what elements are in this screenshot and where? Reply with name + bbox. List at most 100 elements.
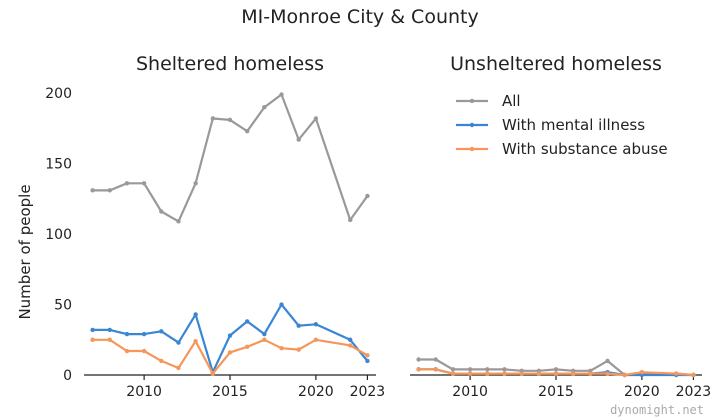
y-axis-label: Number of people [16, 184, 34, 319]
data-point [348, 217, 353, 223]
data-point [210, 116, 216, 121]
data-point [90, 188, 95, 193]
data-point [210, 371, 216, 376]
y-tick-label: 150 [45, 157, 72, 173]
data-point [159, 209, 164, 214]
panel-title: Unsheltered homeless [450, 53, 662, 75]
data-point [193, 312, 198, 317]
data-point [467, 371, 473, 376]
data-point [313, 337, 319, 342]
figure-title: MI-Monroe City & County [241, 6, 478, 28]
data-point [502, 371, 507, 376]
series-line-with-substance-abuse [92, 338, 368, 375]
data-point [107, 337, 112, 342]
data-point [279, 346, 284, 351]
data-point [227, 117, 233, 123]
data-point [124, 331, 130, 337]
data-point [348, 337, 353, 342]
data-point [124, 348, 130, 354]
data-point [588, 371, 593, 376]
data-point [279, 302, 284, 307]
x-tick-label: 2010 [126, 384, 162, 400]
y-tick-label: 50 [54, 298, 72, 314]
data-point [296, 137, 301, 142]
data-point [674, 371, 679, 376]
panel-0: Sheltered homeless 2010 2015 2020 2023 0 50 100… [16, 53, 385, 400]
data-point [553, 371, 559, 376]
watermark: dynomight.net [610, 403, 704, 417]
data-point [313, 322, 319, 327]
data-point [262, 337, 267, 342]
data-point [176, 365, 181, 371]
data-point [365, 353, 370, 358]
x-tick-label: 2020 [624, 384, 660, 400]
x-tick-label: 2023 [676, 384, 712, 400]
x-tick-label: 2020 [298, 384, 334, 400]
data-point [244, 344, 250, 350]
x-tick-label: 2010 [452, 384, 488, 400]
data-point [433, 357, 438, 362]
series-line-with-substance-abuse [418, 368, 694, 377]
data-point [159, 358, 164, 364]
data-point [605, 358, 610, 364]
data-point [450, 367, 456, 372]
data-point [485, 371, 490, 376]
legend-marker [469, 122, 475, 128]
data-point [416, 367, 421, 372]
data-point [365, 193, 370, 199]
data-point [193, 338, 198, 344]
x-tick-label: 2015 [538, 384, 574, 400]
data-point [348, 343, 353, 348]
data-point [639, 369, 645, 375]
data-point [622, 372, 627, 378]
data-point [502, 367, 507, 372]
x-tick-label: 2023 [350, 384, 386, 400]
y-tick-label: 0 [63, 368, 72, 384]
legend-label: With substance abuse [502, 140, 668, 158]
data-point [433, 367, 438, 372]
data-point [536, 371, 542, 376]
data-point [313, 116, 319, 121]
data-point [467, 367, 473, 372]
data-point [193, 181, 198, 186]
chart-panels: Sheltered homeless 2010 2015 2020 2023 0 50 100… [16, 53, 711, 400]
legend-label: With mental illness [502, 116, 645, 134]
panel-title: Sheltered homeless [136, 53, 324, 75]
data-point [107, 188, 112, 193]
data-point [605, 371, 610, 376]
series-line-all [92, 93, 369, 223]
series-line-with-mental-illness [92, 303, 369, 374]
data-point [176, 340, 181, 345]
panel-1: Unsheltered homeless 2010 2015 2020 2023 All W… [410, 53, 711, 400]
data-point [90, 327, 95, 333]
y-tick-label: 100 [45, 227, 72, 243]
data-point [124, 181, 130, 186]
data-point [279, 92, 284, 97]
data-point [691, 372, 696, 378]
legend-marker [469, 146, 475, 152]
data-point [176, 219, 181, 224]
data-point [519, 371, 524, 376]
data-point [262, 104, 267, 110]
data-point [262, 331, 267, 337]
data-point [296, 347, 301, 352]
data-point [553, 367, 559, 372]
data-point [159, 329, 164, 334]
data-point [141, 181, 147, 186]
data-point [296, 323, 301, 328]
legend-label: All [502, 92, 521, 110]
data-point [227, 350, 233, 355]
data-point [244, 128, 250, 134]
data-point [365, 358, 370, 364]
data-point [107, 327, 112, 333]
data-point [485, 367, 490, 372]
data-point [141, 348, 147, 354]
data-point [141, 331, 147, 337]
data-point [90, 337, 95, 342]
data-point [227, 333, 233, 338]
x-tick-label: 2015 [212, 384, 248, 400]
legend-marker [469, 98, 475, 104]
data-point [450, 371, 456, 376]
data-point [416, 357, 421, 362]
